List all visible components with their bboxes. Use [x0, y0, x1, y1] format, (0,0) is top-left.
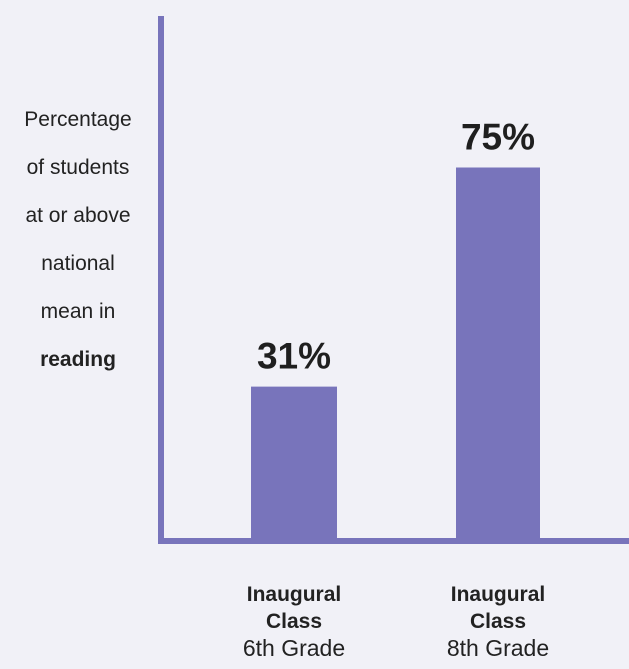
- y-axis-label-emphasis: reading: [40, 348, 116, 371]
- y-axis-label-line: mean in: [40, 300, 116, 323]
- y-axis-label: Percentage of students at or above natio…: [4, 96, 152, 384]
- x-tick-label-8th: Inaugural Class 8th Grade: [418, 581, 578, 662]
- x-tick-label-6th: Inaugural Class 6th Grade: [214, 581, 374, 662]
- category-line: Inaugural: [450, 583, 546, 606]
- category-line: Inaugural: [246, 583, 342, 606]
- category-line: Class: [265, 610, 323, 633]
- y-axis-label-line: at or above: [25, 204, 131, 227]
- x-axis: [158, 538, 629, 544]
- value-labels-group: 31% 75%: [257, 117, 535, 377]
- value-label-2: 75%: [461, 117, 535, 158]
- y-axis-label-line: national: [41, 252, 115, 275]
- category-line: 6th Grade: [242, 635, 346, 661]
- y-axis: [158, 16, 164, 544]
- bars-group: [251, 167, 540, 541]
- category-line: Class: [469, 610, 527, 633]
- category-line: 8th Grade: [446, 635, 550, 661]
- y-axis-label-line: of students: [26, 156, 130, 179]
- value-label-1: 31%: [257, 336, 331, 377]
- y-axis-label-line: Percentage: [24, 108, 132, 131]
- bar-1: [251, 386, 337, 541]
- bar-2: [456, 167, 540, 541]
